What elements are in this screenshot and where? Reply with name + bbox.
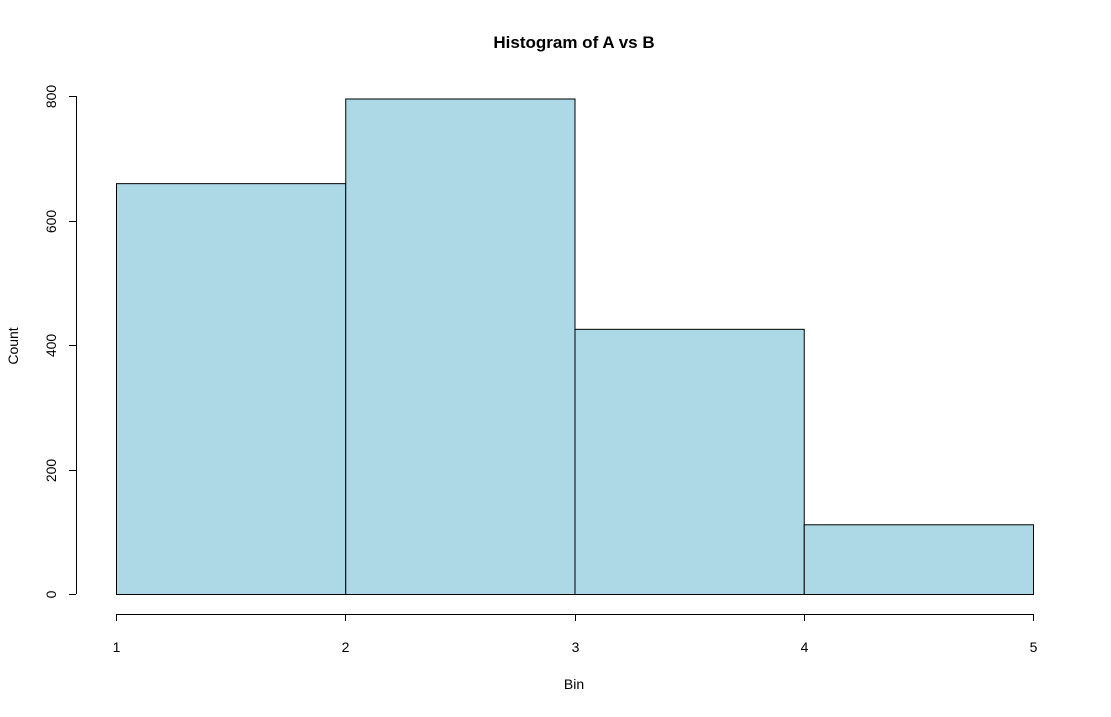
x-tick-label-5: 5	[1030, 639, 1038, 655]
y-axis-label: Count	[5, 327, 21, 364]
histogram-bar-4	[803, 524, 1034, 596]
y-axis: 0 200 400 600 800	[43, 85, 77, 598]
y-tick-label-3: 400	[43, 334, 59, 358]
x-tick-label-2: 2	[342, 639, 350, 655]
chart-title: Histogram of A vs B	[493, 33, 654, 52]
x-tick-label-4: 4	[801, 639, 809, 655]
x-tick-label-3: 3	[572, 639, 580, 655]
histogram-bar-2	[345, 98, 576, 596]
y-tick-label-1: 0	[43, 590, 59, 598]
x-axis-label: Bin	[564, 676, 584, 692]
histogram-bars	[116, 98, 1034, 596]
y-tick-label-4: 600	[43, 210, 59, 234]
x-tick-label-1: 1	[113, 639, 121, 655]
y-tick-label-5: 800	[43, 85, 59, 109]
y-tick-label-2: 200	[43, 459, 59, 483]
x-axis: 1 2 3 4 5	[113, 614, 1038, 655]
histogram-bar-3	[574, 328, 805, 595]
histogram-bar-1	[116, 183, 347, 595]
